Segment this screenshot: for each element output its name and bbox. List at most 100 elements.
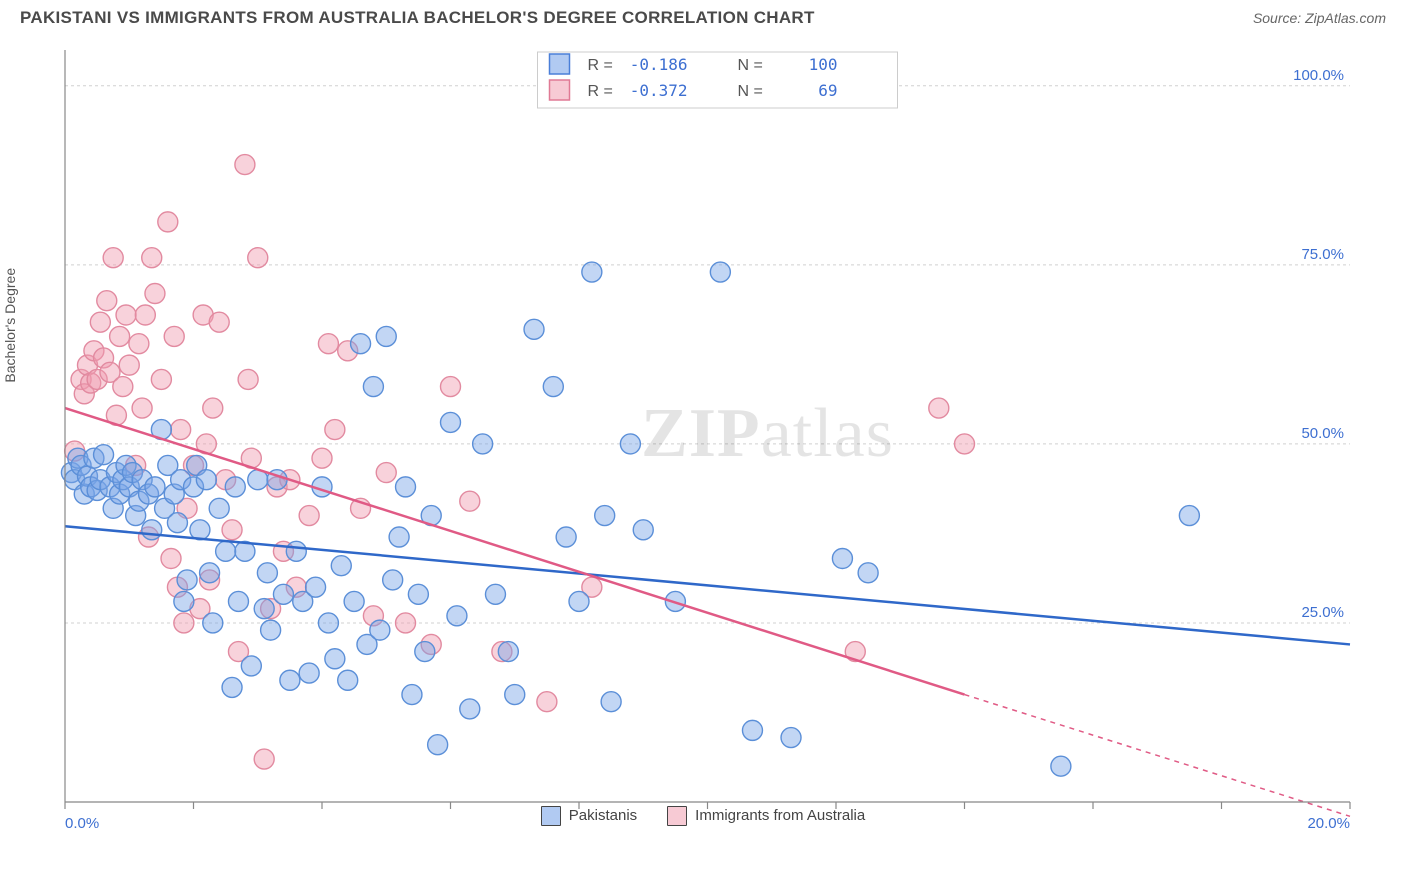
data-point xyxy=(601,692,621,712)
data-point xyxy=(171,420,191,440)
data-point xyxy=(1051,756,1071,776)
trend-line-ext xyxy=(965,695,1351,817)
data-point xyxy=(174,613,194,633)
data-point xyxy=(241,656,261,676)
y-tick-label: 25.0% xyxy=(1301,604,1344,621)
data-point xyxy=(94,445,114,465)
data-point xyxy=(90,312,110,332)
data-point xyxy=(543,377,563,397)
data-point xyxy=(238,369,258,389)
data-point xyxy=(633,520,653,540)
data-point xyxy=(441,377,461,397)
data-point xyxy=(832,548,852,568)
data-point xyxy=(485,584,505,604)
chart-header: PAKISTANI VS IMMIGRANTS FROM AUSTRALIA B… xyxy=(0,0,1406,32)
data-point xyxy=(460,699,480,719)
legend-n-label: N = xyxy=(738,83,763,100)
data-point xyxy=(742,720,762,740)
data-point xyxy=(216,541,236,561)
data-point xyxy=(569,591,589,611)
data-point xyxy=(167,513,187,533)
data-point xyxy=(620,434,640,454)
data-point xyxy=(1179,506,1199,526)
legend-n-value: 69 xyxy=(818,81,837,100)
data-point xyxy=(318,613,338,633)
data-point xyxy=(113,377,133,397)
data-point xyxy=(286,541,306,561)
y-axis-label: Bachelor's Degree xyxy=(2,268,18,383)
data-point xyxy=(447,606,467,626)
data-point xyxy=(145,284,165,304)
data-point xyxy=(858,563,878,583)
data-point xyxy=(338,670,358,690)
x-tick-label: 20.0% xyxy=(1307,815,1350,832)
legend-n-label: N = xyxy=(738,57,763,74)
chart-source: Source: ZipAtlas.com xyxy=(1253,10,1386,26)
data-point xyxy=(254,749,274,769)
data-point xyxy=(325,649,345,669)
data-point xyxy=(396,477,416,497)
data-point xyxy=(441,412,461,432)
data-point xyxy=(235,155,255,175)
data-point xyxy=(582,262,602,282)
data-point xyxy=(402,685,422,705)
data-point xyxy=(299,663,319,683)
data-point xyxy=(209,498,229,518)
data-point xyxy=(505,685,525,705)
data-point xyxy=(145,477,165,497)
data-point xyxy=(228,591,248,611)
data-point xyxy=(325,420,345,440)
data-point xyxy=(428,735,448,755)
legend-r-label: R = xyxy=(588,57,613,74)
x-tick-label: 0.0% xyxy=(65,815,99,832)
data-point xyxy=(498,642,518,662)
data-point xyxy=(537,692,557,712)
legend-r-label: R = xyxy=(588,83,613,100)
data-point xyxy=(408,584,428,604)
data-point xyxy=(203,613,223,633)
data-point xyxy=(222,520,242,540)
data-point xyxy=(129,334,149,354)
data-point xyxy=(151,369,171,389)
legend-swatch xyxy=(550,80,570,100)
data-point xyxy=(344,591,364,611)
data-point xyxy=(929,398,949,418)
data-point xyxy=(103,248,123,268)
watermark: ZIPatlas xyxy=(641,395,894,472)
data-point xyxy=(135,305,155,325)
data-point xyxy=(389,527,409,547)
data-point xyxy=(376,326,396,346)
chart-title: PAKISTANI VS IMMIGRANTS FROM AUSTRALIA B… xyxy=(20,8,815,28)
data-point xyxy=(158,212,178,232)
legend-r-value: -0.186 xyxy=(630,55,688,74)
data-point xyxy=(595,506,615,526)
data-point xyxy=(363,377,383,397)
data-point xyxy=(203,398,223,418)
chart-container: Bachelor's Degree 25.0%50.0%75.0%100.0%0… xyxy=(20,32,1386,832)
data-point xyxy=(261,620,281,640)
data-point xyxy=(273,584,293,604)
trend-line xyxy=(65,526,1350,644)
data-point xyxy=(415,642,435,662)
data-point xyxy=(396,613,416,633)
legend-n-value: 100 xyxy=(809,55,838,74)
data-point xyxy=(110,326,130,346)
data-point xyxy=(781,728,801,748)
y-tick-label: 50.0% xyxy=(1301,425,1344,442)
data-point xyxy=(119,355,139,375)
data-point xyxy=(370,620,390,640)
data-point xyxy=(556,527,576,547)
data-point xyxy=(142,248,162,268)
data-point xyxy=(331,556,351,576)
scatter-chart: 25.0%50.0%75.0%100.0%0.0%20.0%ZIPatlasR … xyxy=(20,32,1360,832)
data-point xyxy=(383,570,403,590)
data-point xyxy=(312,448,332,468)
data-point xyxy=(174,591,194,611)
data-point xyxy=(200,563,220,583)
data-point xyxy=(116,305,136,325)
y-tick-label: 75.0% xyxy=(1301,246,1344,263)
data-point xyxy=(524,319,544,339)
data-point xyxy=(710,262,730,282)
data-point xyxy=(164,326,184,346)
data-point xyxy=(142,520,162,540)
